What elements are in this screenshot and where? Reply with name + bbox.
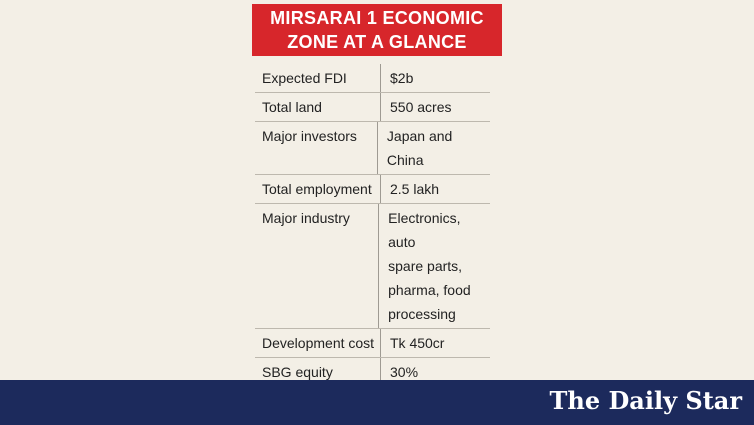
table-row: Major industry Electronics, auto spare par… bbox=[255, 204, 490, 329]
title-line: ZONE AT A GLANCE bbox=[287, 32, 467, 52]
row-value: 2.5 lakh bbox=[381, 175, 439, 203]
row-label: Total land bbox=[255, 93, 381, 121]
value-line: 2.5 lakh bbox=[390, 181, 440, 197]
brand-logo: The Daily Star bbox=[549, 386, 742, 415]
fact-table: Expected FDI $2b Total land 550 acres Major … bbox=[255, 64, 490, 425]
row-label: Expected FDI bbox=[255, 64, 381, 92]
row-label: SBG equity bbox=[255, 358, 381, 386]
row-value: Japan and China bbox=[378, 122, 490, 174]
row-label: Major investors bbox=[255, 122, 378, 174]
row-label: Major industry bbox=[255, 204, 380, 328]
row-value: 30% bbox=[381, 358, 418, 386]
row-label: Development cost bbox=[255, 329, 381, 357]
title-line: MIRSARAI 1 ECONOMIC bbox=[270, 8, 484, 28]
table-row: Development cost Tk 450cr bbox=[255, 329, 490, 358]
value-line: Tk 450cr bbox=[390, 335, 445, 351]
value-line: processing bbox=[388, 306, 456, 322]
value-line: $2b bbox=[390, 70, 414, 86]
row-value: 550 acres bbox=[381, 93, 451, 121]
table-row: Total land 550 acres bbox=[255, 93, 490, 122]
value-line: 550 acres bbox=[390, 99, 452, 115]
row-label: Total employment bbox=[255, 175, 381, 203]
table-row: Expected FDI $2b bbox=[255, 64, 490, 93]
row-value: Tk 450cr bbox=[381, 329, 444, 357]
value-line: 30% bbox=[390, 364, 419, 380]
value-line: spare parts, bbox=[388, 258, 463, 274]
value-line: Electronics, auto bbox=[388, 210, 461, 250]
row-value: $2b bbox=[381, 64, 413, 92]
row-value: Electronics, auto spare parts, pharma, foo… bbox=[379, 204, 490, 328]
title-banner: MIRSARAI 1 ECONOMIC ZONE AT A GLANCE bbox=[252, 4, 502, 56]
table-row: Major investors Japan and China bbox=[255, 122, 490, 175]
footer-bar: The Daily Star bbox=[0, 380, 754, 425]
table-row: Total employment 2.5 lakh bbox=[255, 175, 490, 204]
value-line: pharma, food bbox=[388, 282, 471, 298]
value-line: Japan and China bbox=[386, 128, 453, 168]
